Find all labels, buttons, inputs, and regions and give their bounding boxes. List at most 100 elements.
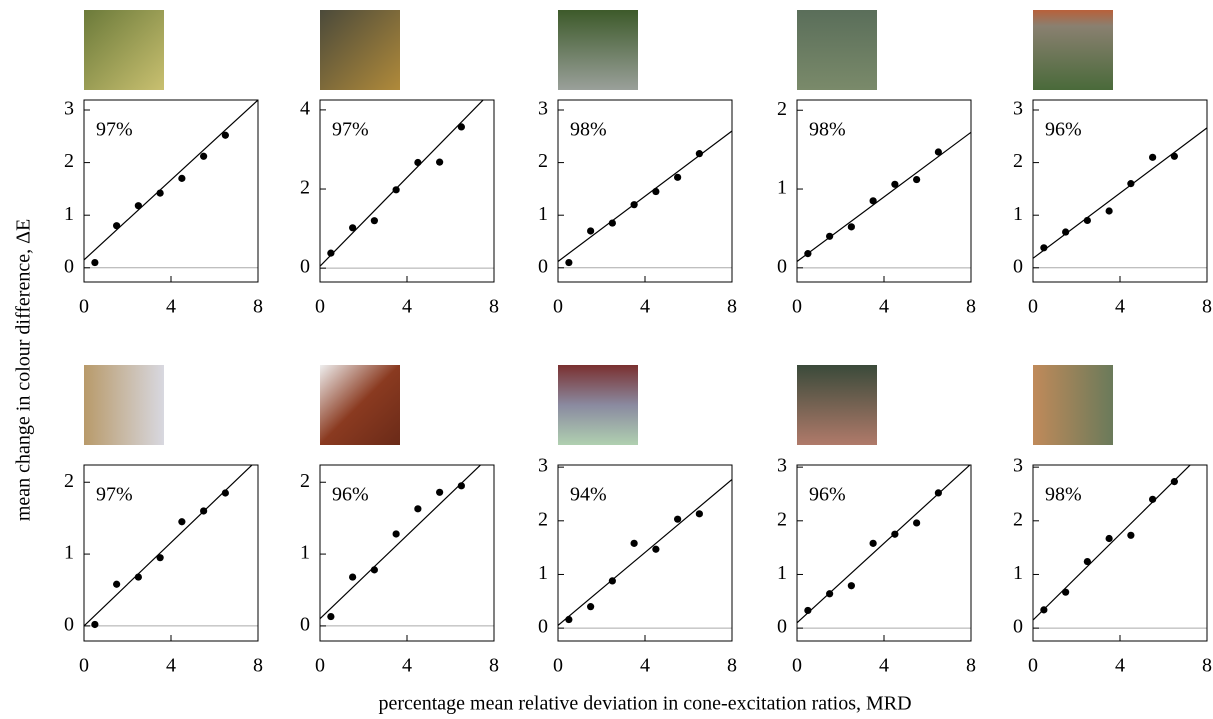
y-tick-label: 0 xyxy=(64,255,74,277)
data-point xyxy=(414,505,421,512)
y-tick-label: 1 xyxy=(64,542,74,564)
thumbnail xyxy=(84,365,164,445)
y-tick-label: 2 xyxy=(64,150,74,172)
data-point xyxy=(565,616,572,623)
data-point xyxy=(1171,153,1178,160)
data-point xyxy=(1127,532,1134,539)
data-point xyxy=(1106,207,1113,214)
data-point xyxy=(891,181,898,188)
fit-line xyxy=(1033,128,1207,258)
page: percentage mean relative deviation in co… xyxy=(0,0,1213,719)
data-point xyxy=(157,190,164,197)
data-point xyxy=(113,222,120,229)
data-point xyxy=(393,530,400,537)
x-tick-label: 8 xyxy=(1202,296,1212,318)
y-tick-label: 2 xyxy=(538,508,548,530)
x-tick-label: 8 xyxy=(253,296,263,318)
y-tick-label: 0 xyxy=(777,255,787,277)
x-tick-label: 4 xyxy=(640,655,650,677)
data-point xyxy=(935,489,942,496)
data-point xyxy=(113,581,120,588)
data-point xyxy=(91,621,98,628)
y-tick-label: 1 xyxy=(538,203,548,225)
fit-line xyxy=(320,452,494,619)
data-point xyxy=(393,186,400,193)
data-point xyxy=(652,188,659,195)
annotation: 98% xyxy=(809,119,846,141)
x-tick-label: 0 xyxy=(1028,655,1038,677)
y-tick-label: 0 xyxy=(300,614,310,636)
data-point xyxy=(349,224,356,231)
data-point xyxy=(804,250,811,257)
x-tick-label: 8 xyxy=(489,655,499,677)
thumbnail xyxy=(1033,10,1113,90)
y-tick-label: 2 xyxy=(300,470,310,492)
y-tick-label: 0 xyxy=(1013,616,1023,638)
fit-line xyxy=(558,131,732,261)
y-tick-label: 2 xyxy=(777,98,787,120)
y-tick-label: 1 xyxy=(777,177,787,199)
data-point xyxy=(1149,154,1156,161)
y-tick-label: 0 xyxy=(1013,255,1023,277)
y-tick-label: 2 xyxy=(1013,150,1023,172)
y-tick-label: 1 xyxy=(1013,562,1023,584)
data-point xyxy=(436,159,443,166)
panel: 01204898% xyxy=(777,10,976,318)
thumbnail xyxy=(320,10,400,90)
y-tick-label: 3 xyxy=(777,455,787,477)
data-point xyxy=(1106,535,1113,542)
data-point xyxy=(349,573,356,580)
data-point xyxy=(674,174,681,181)
thumbnail xyxy=(1033,365,1113,445)
y-tick-label: 3 xyxy=(1013,98,1023,120)
data-point xyxy=(891,531,898,538)
data-point xyxy=(870,540,877,547)
thumbnail xyxy=(558,10,638,90)
thumbnail xyxy=(320,365,400,445)
x-tick-label: 8 xyxy=(1202,655,1212,677)
x-tick-label: 0 xyxy=(553,655,563,677)
data-point xyxy=(91,259,98,266)
x-tick-label: 0 xyxy=(553,296,563,318)
annotation: 97% xyxy=(96,119,133,141)
x-tick-label: 4 xyxy=(640,296,650,318)
data-point xyxy=(178,175,185,182)
data-point xyxy=(1127,180,1134,187)
data-point xyxy=(935,148,942,155)
y-axis-label: mean change in colour difference, ΔE xyxy=(13,219,35,521)
y-tick-label: 1 xyxy=(300,542,310,564)
x-tick-label: 4 xyxy=(166,655,176,677)
fit-line xyxy=(320,89,494,266)
panel: 012304894% xyxy=(538,365,737,677)
y-tick-label: 1 xyxy=(64,203,74,225)
annotation: 96% xyxy=(809,484,846,506)
data-point xyxy=(200,153,207,160)
fit-line xyxy=(797,132,971,261)
x-tick-label: 0 xyxy=(1028,296,1038,318)
thumbnail xyxy=(84,10,164,90)
y-tick-label: 2 xyxy=(777,508,787,530)
x-tick-label: 8 xyxy=(727,655,737,677)
data-point xyxy=(1084,217,1091,224)
fit-line xyxy=(1033,448,1207,620)
y-tick-label: 2 xyxy=(1013,508,1023,530)
annotation: 94% xyxy=(570,484,607,506)
annotation: 97% xyxy=(332,119,369,141)
data-point xyxy=(631,201,638,208)
data-point xyxy=(609,219,616,226)
y-tick-label: 1 xyxy=(538,562,548,584)
data-point xyxy=(913,176,920,183)
data-point xyxy=(1040,244,1047,251)
x-tick-label: 0 xyxy=(79,655,89,677)
x-tick-label: 4 xyxy=(1115,655,1125,677)
data-point xyxy=(674,516,681,523)
data-point xyxy=(1062,589,1069,596)
data-point xyxy=(826,233,833,240)
annotation: 96% xyxy=(1045,119,1082,141)
data-point xyxy=(371,566,378,573)
